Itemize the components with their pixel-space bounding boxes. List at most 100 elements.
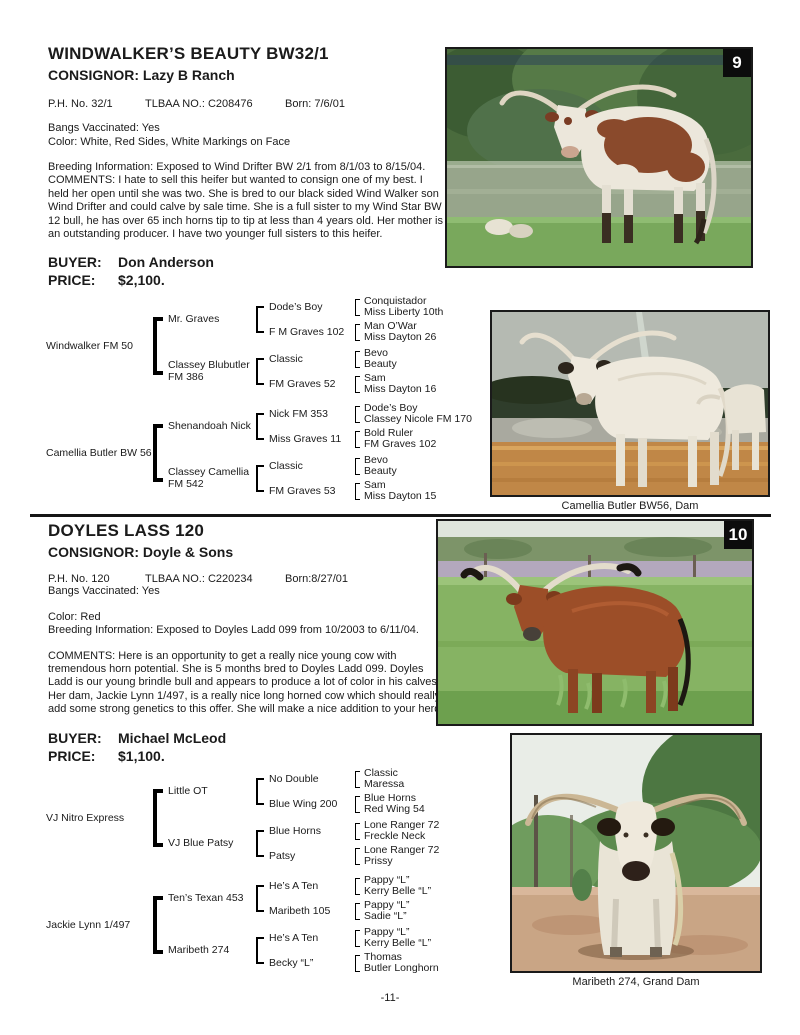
lot9-dam-photo-caption: Camellia Butler BW56, Dam (561, 500, 699, 512)
pedigree-bracket (256, 306, 264, 333)
longhorn-photo-illustration (512, 735, 760, 971)
ancestor-name: Lone Ranger 72 (364, 844, 440, 857)
ancestor-name: He’s A Ten (269, 932, 319, 944)
pedigree-bracket (153, 788, 163, 847)
lot9-dam-photo (490, 310, 770, 497)
ancestor-name: VJ Blue Patsy (168, 836, 234, 849)
pedigree-bracket (256, 885, 264, 912)
lot10-comments: COMMENTS: Here is an opportunity to get … (48, 649, 444, 716)
ancestor-name: Freckle Neck (364, 830, 426, 842)
pedigree-bracket (355, 430, 360, 448)
pedigree-bracket (355, 877, 360, 895)
pedigree-bracket (355, 822, 360, 840)
lot10-tlbaa-number: TLBAA NO.: C220234 (145, 573, 253, 585)
lot10-buyer-name: Michael McLeod (118, 729, 227, 746)
ancestor-name: Maressa (364, 778, 405, 790)
lot9-price-label: PRICE: (48, 272, 96, 289)
longhorn-photo-illustration (492, 312, 768, 495)
longhorn-photo-illustration (447, 49, 751, 266)
pedigree-bracket (355, 482, 360, 500)
longhorn-photo-illustration (438, 521, 752, 724)
pedigree-bracket (355, 405, 360, 423)
lot9-stats-row: P.H. No. 32/1 TLBAA NO.: C208476 Born: 7… (48, 98, 445, 110)
pedigree-bracket (355, 795, 360, 813)
lot10-pedigree: VJ Nitro Express Little OT No Double Cla… (46, 768, 496, 974)
lot10-buyer-label: BUYER: (48, 729, 102, 746)
lot9-consignor: CONSIGNOR: Lazy B Ranch (48, 67, 235, 83)
ancestor-name: Miss Dayton 26 (364, 331, 437, 343)
ancestor-name: Classic (269, 353, 303, 365)
ancestor-name: Butler Longhorn (364, 962, 439, 974)
pedigree-bracket (355, 323, 360, 341)
lot9-comments: COMMENTS: I hate to sell this heifer but… (48, 174, 443, 241)
ancestor-name: Camellia Butler BW 56 (46, 446, 152, 459)
ancestor-name: Thomas (364, 951, 402, 964)
lot9-photo: 9 (445, 47, 753, 268)
pedigree-bracket (256, 358, 264, 385)
ancestor-name: Little OT (168, 784, 208, 797)
pedigree-bracket (355, 847, 360, 865)
pedigree-bracket (355, 770, 360, 788)
ancestor-name: Pappy “L” (364, 926, 410, 939)
pedigree-bracket (153, 423, 163, 482)
ancestor-name: Classey Blubutler FM 386 (168, 359, 250, 383)
ancestor-name: Maribeth 105 (269, 905, 331, 917)
lot10-stats-row: P.H. No. 120 TLBAA NO.: C220234 Born:8/2… (48, 573, 445, 585)
ancestor-name: VJ Nitro Express (46, 811, 125, 824)
ancestor-name: Man O’War (364, 320, 417, 333)
ancestor-name: Windwalker FM 50 (46, 339, 133, 352)
lot9-title: WINDWALKER’S BEAUTY BW32/1 (48, 44, 329, 63)
pedigree-bracket (256, 465, 264, 492)
lot10-grand-dam-photo-caption: Maribeth 274, Grand Dam (572, 976, 700, 988)
ancestor-name: Mr. Graves (168, 312, 220, 325)
dam-line: Jackie Lynn 1/497 Ten’s Texan 453 He’s A… (46, 875, 496, 974)
dam-line: Camellia Butler BW 56 Shenandoah Nick Ni… (46, 403, 496, 502)
pedigree-bracket (256, 830, 264, 857)
pedigree-bracket (153, 316, 163, 375)
ancestor-name: Shenandoah Nick (168, 419, 251, 432)
ancestor-name: Sam (364, 372, 386, 385)
ancestor-name: Red Wing 54 (364, 803, 425, 815)
lot10-price-line: PRICE: $1,100. (48, 748, 445, 765)
lot9-color: Color: White, Red Sides, White Markings … (48, 135, 291, 148)
ancestor-name: Sadie “L” (364, 910, 407, 922)
page-number: -11- (380, 992, 400, 1004)
ancestor-name: Blue Horns (269, 825, 321, 837)
ancestor-name: Nick FM 353 (269, 408, 328, 420)
lot9-price-line: PRICE: $2,100. (48, 272, 445, 289)
ancestor-name: Jackie Lynn 1/497 (46, 918, 131, 931)
lot9-pedigree: Windwalker FM 50 Mr. Graves Dode’s Boy C… (46, 296, 496, 502)
ancestor-name: Dode’s Boy (364, 402, 418, 415)
ancestor-name: FM Graves 102 (364, 438, 437, 450)
pedigree-bracket (256, 413, 264, 440)
ancestor-name: Bevo (364, 454, 388, 467)
lot9-buyer-label: BUYER: (48, 254, 102, 271)
pedigree-bracket (355, 954, 360, 972)
ancestor-name: Becky “L” (269, 957, 314, 969)
ancestor-name: Kerry Belle “L” (364, 937, 432, 949)
ancestor-name: Miss Graves 11 (269, 433, 342, 445)
ancestor-name: Patsy (269, 850, 296, 862)
ancestor-name: FM Graves 52 (269, 378, 336, 390)
ancestor-name: Kerry Belle “L” (364, 885, 432, 897)
lot10-title: DOYLES LASS 120 (48, 521, 205, 540)
ancestor-name: Beauty (364, 465, 397, 477)
ancestor-name: Conquistador (364, 295, 427, 308)
ancestor-name: Miss Liberty 10th (364, 306, 444, 318)
lot9-price-value: $2,100. (118, 272, 165, 289)
ancestor-name: FM Graves 53 (269, 485, 336, 497)
lot10-grand-dam-photo (510, 733, 762, 973)
ancestor-name: Bevo (364, 347, 388, 360)
ancestor-name: F M Graves 102 (269, 326, 345, 338)
lot10-bangs-vaccinated: Bangs Vaccinated: Yes (48, 585, 160, 597)
ancestor-name: Classic (269, 460, 303, 472)
lot9-text-block: WINDWALKER’S BEAUTY BW32/1 CONSIGNOR: La… (48, 44, 445, 289)
section-divider (30, 514, 771, 517)
lot10-price-label: PRICE: (48, 747, 96, 764)
ancestor-name: Maribeth 274 (168, 943, 230, 956)
lot9-private-herd-number: P.H. No. 32/1 (48, 98, 113, 110)
lot10-consignor: CONSIGNOR: Doyle & Sons (48, 544, 234, 560)
lot9-buyer-line: BUYER: Don Anderson (48, 254, 445, 271)
ancestor-name: No Double (269, 773, 319, 785)
